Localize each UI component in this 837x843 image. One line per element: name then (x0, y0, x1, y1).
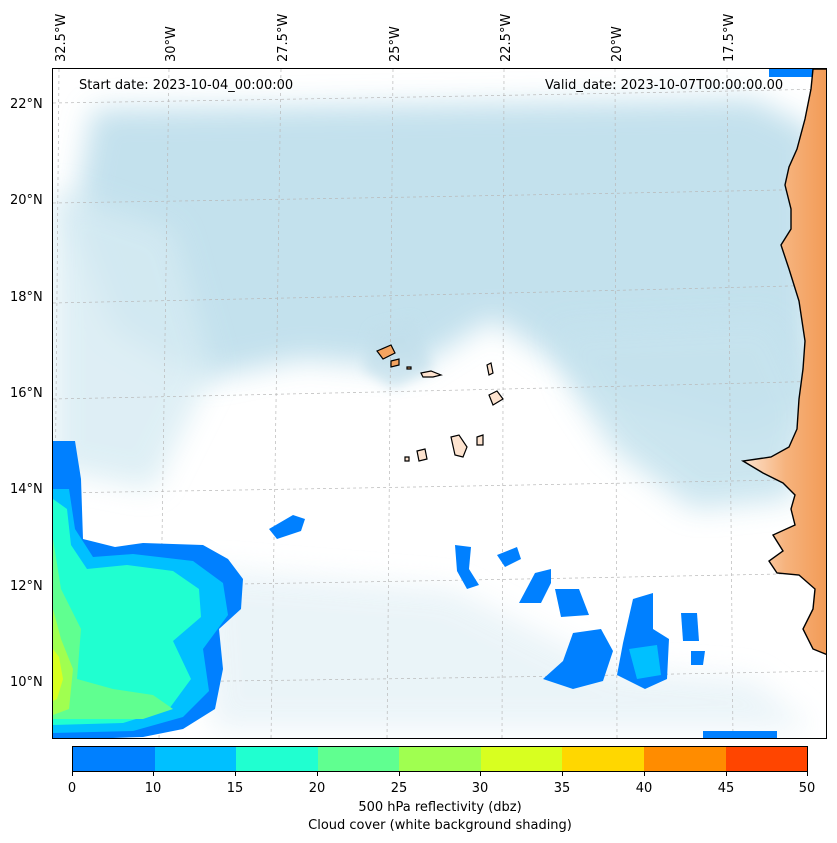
colorbar-tick (235, 772, 236, 776)
africa-coast-fill (740, 69, 826, 655)
colorbar-tick-label: 30 (471, 781, 489, 796)
cloud-mass-center (363, 319, 433, 389)
colorbar-tick-label: 50 (798, 781, 816, 796)
lat-label-14n: 14°N (10, 482, 43, 497)
island-fogo (416, 448, 428, 462)
colorbar-segment-10-15 (154, 747, 237, 771)
gridline-17.5w (726, 69, 734, 738)
gridline-22.5w (501, 69, 505, 738)
reflectivity-cell-6-10 (629, 645, 661, 679)
lat-label-10n: 10°N (10, 675, 43, 690)
colorbar-tick (153, 772, 154, 776)
colorbar-tick-label: 20 (308, 781, 326, 796)
valid-date-label: Valid_date: 2023-10-07T00:00:00.00 (545, 78, 784, 93)
gridline-27.5w (270, 69, 282, 738)
colorbar-tick-label: 0 (67, 781, 77, 796)
colorbar-segment-15-20 (236, 747, 318, 771)
lat-label-16n: 16°N (10, 386, 43, 401)
reflectivity-cell-8 (691, 651, 705, 665)
colorbar-segment-40-45 (643, 747, 726, 771)
colorbar-tick (72, 772, 73, 776)
island-brava (404, 456, 410, 462)
lat-label-12n: 12°N (10, 579, 43, 594)
lon-label-17.5w: 17.5°W (722, 13, 737, 62)
colorbar-title: 500 hPa reflectivity (dbz) (358, 800, 522, 815)
start-date-label: Start date: 2023-10-04_00:00:00 (79, 78, 294, 93)
lon-label-22.5w: 22.5°W (499, 13, 514, 62)
colorbar-segment-35-40 (562, 747, 644, 771)
reflectivity-cell-3 (519, 569, 551, 603)
colorbar-tick (807, 772, 808, 776)
reflectivity-contours (53, 69, 826, 738)
reflectivity-strip-south (703, 731, 777, 738)
island-santa-luzia (406, 366, 412, 370)
reflectivity-colorbar (72, 746, 808, 772)
colorbar-tick (644, 772, 645, 776)
colorbar-subtitle: Cloud cover (white background shading) (308, 818, 572, 833)
island-sal (486, 362, 494, 376)
colorbar-tick-label: 10 (144, 781, 162, 796)
lat-label-22n: 22°N (10, 97, 43, 112)
reflectivity-cell-7 (681, 613, 699, 641)
lon-label-27.5w: 27.5°W (276, 13, 291, 62)
island-santo-antao (376, 344, 396, 360)
colorbar-tick (480, 772, 481, 776)
lat-label-20n: 20°N (10, 193, 43, 208)
map-panel (52, 68, 827, 739)
lon-label-20w: 20°W (610, 26, 625, 62)
reflectivity-cell-1 (455, 545, 479, 589)
colorbar-tick-label: 35 (553, 781, 571, 796)
island-sao-nicolau (420, 370, 443, 378)
cloud-mass-west (53, 189, 213, 489)
reflectivity-cluster-southwest-15 (53, 499, 201, 725)
cape-verde-islands (376, 344, 504, 462)
island-santiago (450, 434, 468, 458)
land-africa (740, 69, 826, 655)
reflectivity-cell-5 (543, 629, 613, 689)
reflectivity-cell-4 (555, 589, 589, 617)
colorbar-tick-label: 40 (635, 781, 653, 796)
island-sao-vicente (390, 358, 400, 368)
colorbar-tick-label: 15 (226, 781, 244, 796)
cloud-mass-south (203, 569, 813, 729)
colorbar-tick-label: 25 (390, 781, 408, 796)
colorbar-tick (726, 772, 727, 776)
cloud-mass-east (553, 319, 813, 509)
lon-label-30w: 30°W (164, 26, 179, 62)
gridline-20w (614, 69, 618, 738)
colorbar-segment-20-25 (317, 747, 400, 771)
colorbar-tick (562, 772, 563, 776)
lon-label-32.5w: 32.5°W (54, 13, 69, 62)
gridline-25w (386, 69, 394, 738)
colorbar-segment-25-30 (399, 747, 481, 771)
island-boa-vista (488, 390, 504, 406)
colorbar-tick-label: 45 (717, 781, 735, 796)
lon-label-25w: 25°W (388, 26, 403, 62)
island-maio (476, 434, 484, 446)
map-canvas (53, 69, 826, 738)
cloud-cover-shading (53, 99, 813, 729)
lat-label-18n: 18°N (10, 290, 43, 305)
colorbar-segment-0-10 (73, 747, 155, 771)
colorbar-tick (399, 772, 400, 776)
colorbar-tick (317, 772, 318, 776)
colorbar-segment-45-50 (725, 747, 808, 771)
reflectivity-core-30 (53, 649, 63, 701)
reflectivity-cluster-west-offshore (269, 515, 305, 539)
colorbar-segment-30-35 (480, 747, 563, 771)
reflectivity-cell-2 (497, 547, 521, 567)
